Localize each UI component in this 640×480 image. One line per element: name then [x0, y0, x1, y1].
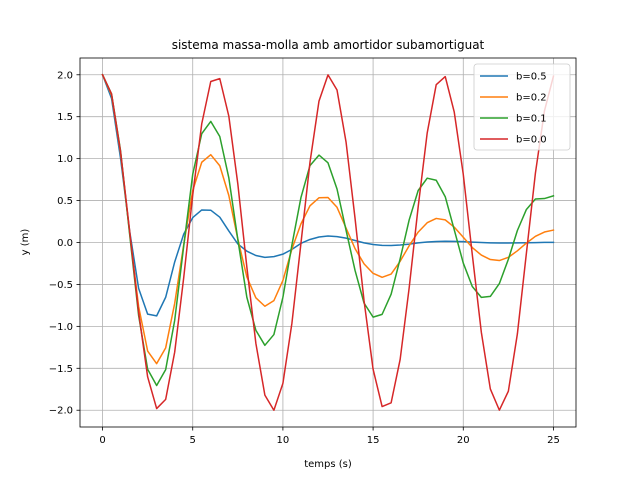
x-tick-label: 20: [457, 435, 470, 446]
legend-label-b=0.5: b=0.5: [516, 72, 547, 83]
y-axis-label: y (m): [20, 229, 31, 256]
series-line-b=0.1: [101, 73, 555, 387]
legend-label-b=0.1: b=0.1: [516, 114, 547, 125]
series-line-b=0.2: [101, 73, 555, 365]
x-tick-label: 0: [99, 435, 105, 446]
y-axis-ticks: −2.0 −1.5 −1.0 −0.5 0.0 0.5 1.0 1.5 2.0: [49, 70, 80, 417]
y-tick-label: −1.5: [49, 364, 73, 375]
series-line-b=0.0: [101, 73, 555, 411]
legend-label-b=0.2: b=0.2: [516, 93, 547, 104]
legend-box: [473, 63, 571, 151]
x-tick-label: 15: [367, 435, 380, 446]
y-tick-label: 2.0: [57, 70, 73, 81]
x-axis-label: temps (s): [304, 459, 352, 470]
series-line-b=0.5: [101, 73, 555, 317]
chart-title: sistema massa-molla amb amortidor subamo…: [172, 38, 485, 52]
x-tick-label: 10: [277, 435, 290, 446]
legend: b=0.5 b=0.2 b=0.1 b=0.0: [473, 63, 571, 151]
y-tick-label: 1.0: [57, 154, 73, 165]
y-tick-label: −1.0: [49, 322, 73, 333]
legend-label-b=0.0: b=0.0: [516, 135, 547, 146]
x-tick-label: 25: [547, 435, 560, 446]
series-group: [101, 73, 555, 411]
y-tick-label: −0.5: [49, 280, 73, 291]
y-tick-label: 1.5: [57, 112, 73, 123]
y-tick-label: 0.0: [57, 238, 73, 249]
x-tick-label: 5: [190, 435, 196, 446]
x-axis-ticks: 0 5 10 15 20 25: [99, 427, 560, 446]
y-tick-label: −2.0: [49, 406, 73, 417]
y-tick-label: 0.5: [57, 196, 73, 207]
